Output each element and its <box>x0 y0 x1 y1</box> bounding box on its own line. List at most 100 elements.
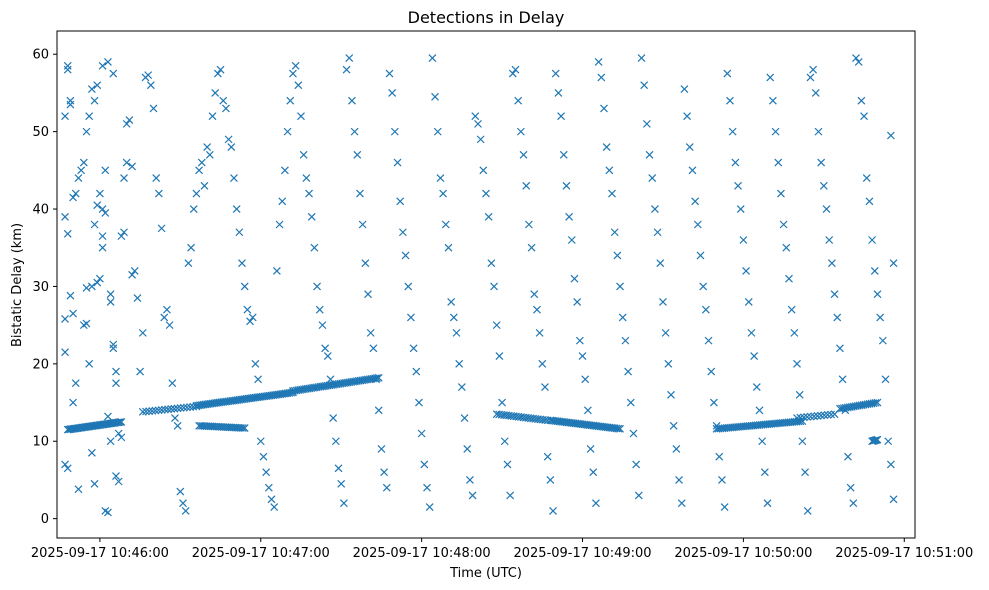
data-point <box>814 127 823 136</box>
data-point <box>104 508 112 517</box>
data-point <box>758 437 767 446</box>
data-point <box>374 406 383 415</box>
y-axis-label: Bistatic Delay (km) <box>10 223 25 347</box>
data-point <box>396 197 405 206</box>
data-point <box>283 127 292 136</box>
data-point <box>154 189 163 198</box>
data-point <box>106 290 115 299</box>
data-point <box>98 61 107 70</box>
data-point <box>179 403 188 412</box>
data-point <box>455 359 464 368</box>
data-point <box>640 81 649 90</box>
data-point <box>114 429 123 438</box>
data-point <box>822 205 831 213</box>
data-point <box>179 499 187 508</box>
data-point <box>474 119 482 128</box>
data-point <box>774 158 783 167</box>
data-point <box>404 282 413 291</box>
data-point <box>524 220 533 229</box>
x-tick-label: 2025-09-17 10:47:00 <box>192 546 330 561</box>
data-point <box>163 305 171 314</box>
data-point <box>626 398 635 407</box>
data-point <box>498 398 507 407</box>
data-point <box>82 284 91 292</box>
data-point <box>154 406 163 415</box>
data-point <box>881 375 890 384</box>
data-point <box>125 116 134 124</box>
data-point <box>98 232 107 241</box>
data-point <box>535 328 544 337</box>
data-point <box>74 174 83 182</box>
data-point <box>873 435 882 444</box>
data-point <box>259 452 268 461</box>
data-point <box>302 174 311 182</box>
data-point <box>221 104 230 113</box>
data-point <box>833 313 842 322</box>
data-point <box>157 224 166 233</box>
data-point <box>782 243 791 252</box>
data-point <box>219 96 228 105</box>
data-point <box>117 417 126 426</box>
data-point <box>184 259 193 268</box>
data-point <box>310 243 319 252</box>
data-point <box>479 166 488 175</box>
data-point <box>114 477 123 486</box>
data-point <box>423 483 431 492</box>
data-point <box>61 348 69 357</box>
data-point <box>597 73 606 82</box>
data-point <box>441 220 450 229</box>
data-point <box>101 166 110 175</box>
data-point <box>170 404 179 413</box>
y-axis: 0 10 20 30 40 50 60 <box>32 48 57 527</box>
data-point <box>813 411 822 420</box>
data-point <box>251 359 260 368</box>
data-point <box>189 205 198 213</box>
data-point <box>71 379 80 388</box>
data-point <box>291 61 300 70</box>
data-point <box>240 424 249 433</box>
data-point <box>508 69 517 78</box>
data-point <box>884 437 893 446</box>
data-point <box>186 403 195 411</box>
data-point <box>624 367 633 376</box>
data-point <box>610 228 619 237</box>
data-point <box>844 452 852 461</box>
data-point <box>551 69 560 78</box>
data-point <box>176 404 185 412</box>
data-point <box>817 158 826 167</box>
data-point <box>562 181 571 190</box>
data-point <box>645 150 654 159</box>
data-point <box>613 251 622 260</box>
data-point <box>208 112 217 121</box>
data-point <box>865 197 874 206</box>
data-point <box>592 499 600 508</box>
data-point <box>93 81 102 90</box>
data-point <box>889 259 898 268</box>
data-point <box>407 313 415 322</box>
data-point <box>85 359 94 368</box>
data-point <box>372 375 380 384</box>
data-point <box>66 291 75 300</box>
data-point <box>664 359 673 368</box>
data-point <box>766 73 775 82</box>
data-point <box>554 88 563 97</box>
data-point <box>707 367 716 376</box>
data-point <box>112 379 120 388</box>
data-point <box>243 305 252 314</box>
data-point <box>846 483 855 492</box>
data-point <box>760 468 769 477</box>
data-point <box>581 375 590 384</box>
data-point <box>364 290 372 299</box>
data-point <box>61 212 69 221</box>
data-point <box>326 375 335 384</box>
data-point <box>720 503 729 511</box>
data-point <box>230 174 238 182</box>
data-point <box>755 406 764 415</box>
data-point <box>439 189 448 198</box>
y-tick-label: 40 <box>32 203 49 218</box>
data-point <box>280 166 289 175</box>
data-point <box>278 197 287 206</box>
data-point <box>63 229 72 238</box>
data-point <box>650 205 659 213</box>
data-point <box>559 150 568 159</box>
